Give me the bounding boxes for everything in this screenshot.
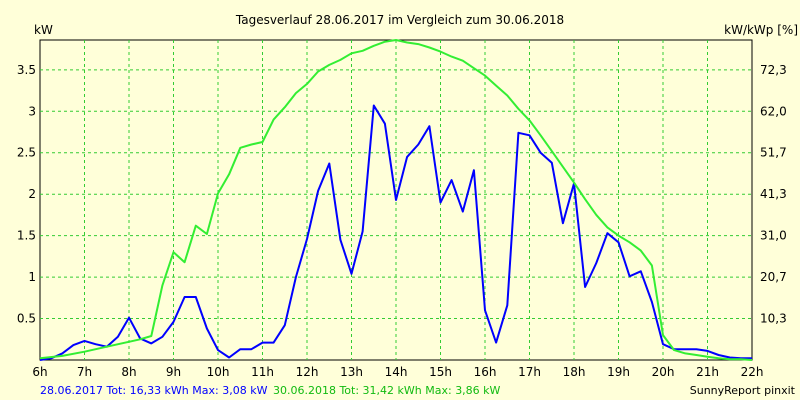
y-tick-label-right: 51,7 — [760, 146, 787, 160]
footer-stats: 28.06.2017 Tot: 16,33 kWh Max: 3,08 kW 3… — [40, 384, 501, 397]
x-tick-label: 11h — [251, 365, 274, 379]
x-tick-label: 17h — [518, 365, 541, 379]
axis-ticks: 6h 7h 8h 9h 10h 11h 12h 13h 14h 15h 16h 17h 18h 19h 20… — [17, 63, 787, 379]
y-tick-label-left: 3 — [28, 104, 36, 118]
y-tick-label-left: 3.5 — [17, 63, 36, 77]
footer-credit: SunnyReport pinxit — [690, 384, 796, 397]
x-tick-label: 22h — [741, 365, 764, 379]
y-tick-label-right: 72,3 — [760, 63, 787, 77]
y-tick-label-right: 41,3 — [760, 187, 787, 201]
y-axis-right-label: kW/kWp [%] — [724, 23, 798, 37]
x-tick-label: 20h — [652, 365, 675, 379]
x-tick-label: 16h — [474, 365, 497, 379]
y-tick-label-right: 10,3 — [760, 312, 787, 326]
chart-title: Tagesverlauf 28.06.2017 im Vergleich zum… — [235, 13, 564, 27]
y-tick-label-left: 2 — [28, 187, 36, 201]
y-tick-label-left: 1 — [28, 270, 36, 284]
x-tick-label: 12h — [296, 365, 319, 379]
x-tick-label: 9h — [166, 365, 181, 379]
y-axis-left-label: kW — [34, 23, 53, 37]
x-tick-label: 10h — [207, 365, 230, 379]
footer-stats-2017: 28.06.2017 Tot: 16,33 kWh Max: 3,08 kW — [40, 384, 268, 397]
x-tick-label: 14h — [385, 365, 408, 379]
x-tick-label: 8h — [121, 365, 136, 379]
x-tick-label: 7h — [77, 365, 92, 379]
y-tick-label-right: 31,0 — [760, 229, 787, 243]
y-tick-label-left: 0.5 — [17, 312, 36, 326]
x-tick-label: 15h — [429, 365, 452, 379]
series-line-28-06-2017 — [39, 104, 752, 361]
series-line-30-06-2018 — [39, 39, 753, 361]
y-tick-label-left: 2.5 — [17, 146, 36, 160]
x-tick-label: 13h — [340, 365, 363, 379]
y-tick-label-left: 1.5 — [17, 229, 36, 243]
x-tick-label: 21h — [696, 365, 719, 379]
x-tick-label: 6h — [32, 365, 47, 379]
x-tick-label: 19h — [607, 365, 630, 379]
x-tick-label: 18h — [563, 365, 586, 379]
footer-stats-2018: 30.06.2018 Tot: 31,42 kWh Max: 3,86 kW — [273, 384, 501, 397]
series-lines — [39, 39, 753, 361]
y-tick-label-right: 62,0 — [760, 104, 787, 118]
y-tick-label-right: 20,7 — [760, 270, 787, 284]
